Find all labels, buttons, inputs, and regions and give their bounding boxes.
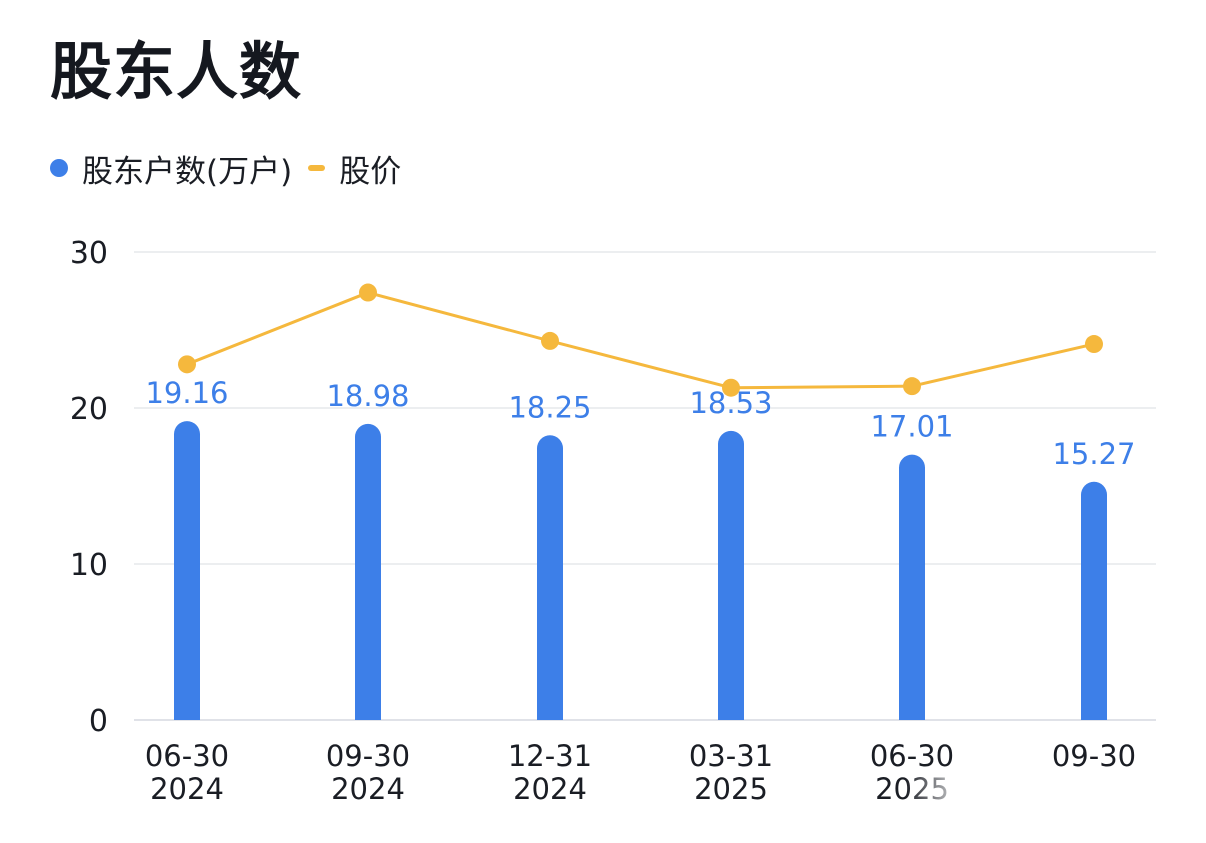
price-point bbox=[359, 283, 377, 302]
bar-base bbox=[537, 706, 563, 720]
x-tick-label: 03-31 bbox=[689, 739, 773, 773]
price-point bbox=[178, 355, 196, 374]
bar bbox=[718, 430, 744, 720]
bar bbox=[899, 454, 925, 720]
bar bbox=[537, 435, 563, 720]
price-line bbox=[186, 291, 1095, 390]
y-tick-label: 20 bbox=[70, 392, 108, 427]
page-title: 股东人数 bbox=[50, 35, 303, 108]
x-tick-label: 06-30 bbox=[145, 739, 229, 773]
price-point bbox=[722, 378, 740, 397]
price-point bbox=[903, 377, 921, 396]
bar-value-label: 19.16 bbox=[145, 376, 228, 410]
x-tick-label: 06-30 bbox=[870, 739, 954, 773]
legend-label-price: 股价 bbox=[339, 153, 402, 190]
bar bbox=[174, 421, 200, 720]
bar-value-label: 15.27 bbox=[1052, 437, 1135, 471]
bar-base bbox=[718, 706, 744, 720]
x-tick-year-label: 2024 bbox=[513, 772, 587, 806]
bar bbox=[355, 423, 381, 720]
x-tick-year-label: 2024 bbox=[331, 772, 405, 806]
bar-value-label: 17.01 bbox=[870, 410, 953, 444]
legend-dash-icon bbox=[308, 165, 326, 171]
bar-base bbox=[1081, 706, 1107, 720]
x-tick-year-label: 2025 bbox=[694, 772, 768, 806]
x-tick-label: 09-30 bbox=[1052, 739, 1136, 773]
bar-value-label: 18.98 bbox=[326, 379, 409, 413]
chart-legend: 股东户数(万户) 股价 bbox=[50, 146, 401, 190]
x-tick-year-label: 2024 bbox=[150, 772, 224, 806]
price-point bbox=[541, 331, 559, 350]
bar-base bbox=[355, 706, 381, 720]
y-tick-label: 30 bbox=[70, 236, 108, 271]
bar bbox=[1081, 481, 1107, 720]
bar-base bbox=[174, 706, 200, 720]
legend-label-shareholders: 股东户数(万户) bbox=[82, 153, 293, 190]
x-tick-label: 12-31 bbox=[508, 739, 592, 773]
overflow-fade bbox=[905, 768, 1206, 808]
x-tick-label: 09-30 bbox=[326, 739, 410, 773]
bar-base bbox=[899, 706, 925, 720]
legend-dot-icon bbox=[50, 159, 68, 177]
y-tick-label: 10 bbox=[70, 548, 108, 583]
y-tick-label: 0 bbox=[89, 704, 108, 739]
price-point bbox=[1085, 335, 1103, 354]
bar-value-label: 18.25 bbox=[508, 390, 591, 424]
